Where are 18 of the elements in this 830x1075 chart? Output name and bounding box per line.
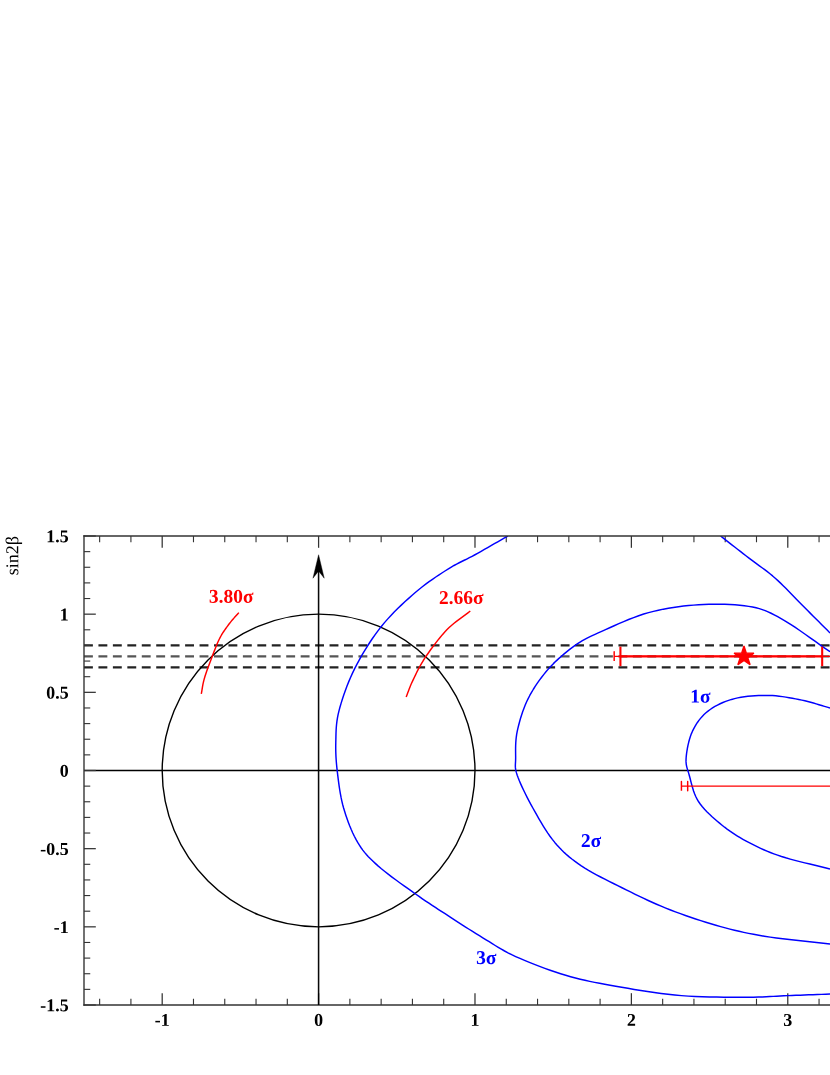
x-tick-label: 2	[627, 1013, 636, 1026]
x-tick-label: 1	[471, 1013, 479, 1026]
y-axis-title: sin2β	[5, 536, 23, 575]
series-label: 3σ	[476, 951, 497, 965]
series-label: 2σ	[581, 834, 602, 848]
y-tick-label: 1.5	[47, 530, 69, 543]
x-tick-label: -1	[155, 1013, 169, 1026]
y-tick-label: 0	[60, 764, 69, 777]
series-label: 1σ	[691, 689, 711, 703]
y-tick-label: -1.5	[40, 999, 69, 1012]
series-label: 3.80σ	[209, 589, 254, 603]
y-tick-label: 0.5	[46, 686, 69, 699]
y-tick-label: 1	[61, 608, 68, 621]
y-tick-label: -1	[54, 921, 68, 934]
y-tick-label: -0.5	[40, 842, 69, 856]
x-tick-label: 3	[783, 1013, 792, 1027]
x-tick-label: 0	[314, 1013, 323, 1027]
series-label: 2.66σ	[439, 591, 484, 605]
